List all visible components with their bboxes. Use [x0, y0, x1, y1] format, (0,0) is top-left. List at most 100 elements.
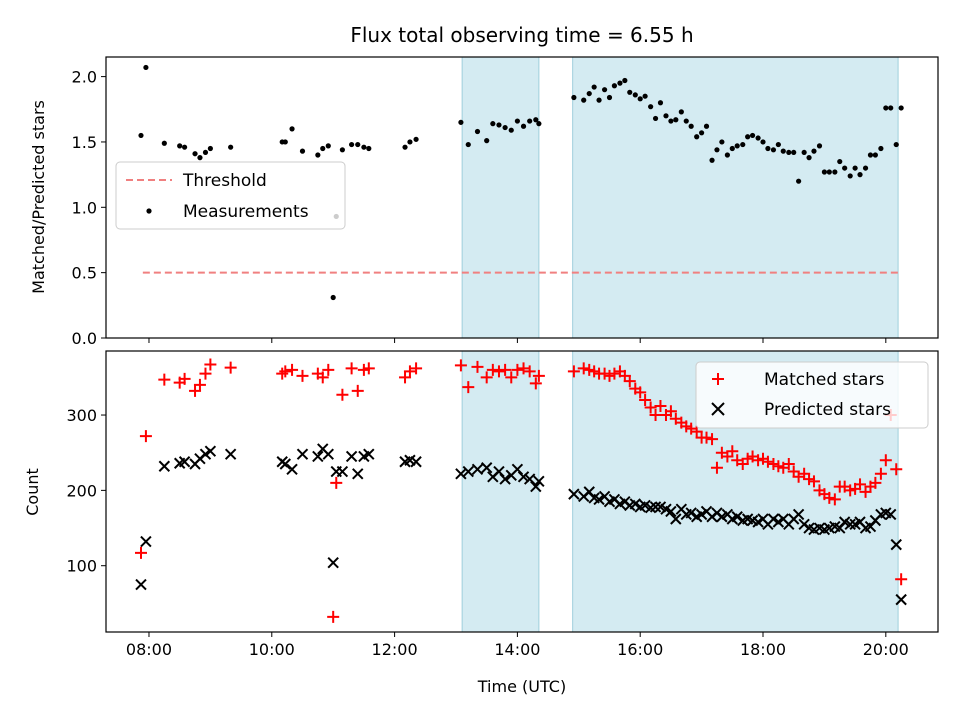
measurement-point	[709, 157, 715, 163]
predicted-star-point	[204, 445, 217, 457]
measurement-point	[407, 139, 413, 145]
measurement-point	[533, 117, 539, 123]
y-tick-label: 300	[66, 406, 97, 425]
measurement-point	[490, 121, 496, 127]
matched-star-point	[224, 361, 237, 374]
legend-measurements-label: Measurements	[183, 202, 309, 222]
legend-threshold-label: Threshold	[182, 171, 267, 191]
measurement-point	[637, 96, 643, 102]
measurement-point	[315, 152, 321, 158]
predicted-star-point	[670, 513, 682, 525]
measurement-point	[893, 141, 899, 148]
measurement-point	[642, 93, 648, 99]
measurement-point	[355, 141, 361, 148]
matched-star-point	[807, 475, 820, 488]
measurement-point	[832, 169, 838, 175]
predicted-star-point	[296, 448, 309, 460]
matched-star-point	[532, 369, 545, 382]
measurement-point	[632, 92, 638, 98]
predicted-star-point	[665, 505, 677, 518]
bottom-legend: Matched stars Predicted stars	[695, 361, 929, 429]
matched-star-point	[511, 363, 524, 376]
measurement-point	[740, 141, 746, 148]
measurement-point	[161, 140, 167, 146]
matched-star-point	[869, 476, 882, 489]
chart-title: Flux total observing time = 6.55 h	[350, 23, 693, 47]
measurement-point	[228, 144, 234, 150]
predicted-star-point	[312, 450, 324, 463]
matched-star-point	[529, 377, 542, 390]
matched-star-point	[577, 362, 590, 375]
matched-star-point	[399, 371, 412, 384]
measurement-point	[888, 105, 894, 111]
bottom-panel-y-axis: 100 200 300	[66, 406, 106, 576]
count-points	[134, 358, 908, 623]
measurement-point	[458, 119, 464, 125]
matched-star-point	[895, 573, 908, 586]
measurement-point	[872, 152, 878, 158]
measurement-point	[749, 132, 756, 139]
top-panel-x-ticks	[148, 338, 887, 343]
predicted-star-point	[685, 507, 697, 519]
measurements-points	[138, 64, 904, 301]
matched-star-point	[189, 384, 202, 397]
measurement-point	[806, 155, 812, 161]
measurement-point	[484, 138, 490, 144]
bottom-panel-frame	[105, 350, 939, 633]
predicted-star-point	[568, 488, 580, 500]
measurement-point	[197, 155, 203, 161]
matched-star-point	[499, 363, 512, 376]
predicted-star-point	[471, 463, 484, 475]
measurement-point	[694, 134, 700, 140]
measurement-point	[465, 141, 471, 148]
measurement-point	[402, 144, 408, 150]
legend-matched-swatch	[712, 373, 724, 385]
measurement-point	[770, 147, 777, 153]
y-tick-label: 2.0	[72, 68, 97, 87]
x-tick-label: 10:00	[249, 640, 295, 659]
measurement-point	[714, 147, 720, 153]
bottom-panel: 100 200 300 08:00 10:00 12:00 14:00 16:00 18:00…	[23, 350, 939, 696]
predicted-star-point	[336, 465, 349, 478]
measurement-point	[811, 148, 817, 154]
measurement-point	[617, 80, 623, 86]
measurement-point	[734, 143, 740, 149]
measurement-point	[611, 83, 618, 89]
measurement-point	[724, 152, 730, 158]
measurement-point	[765, 145, 771, 152]
y-tick-label: 0.5	[72, 264, 97, 283]
top-panel-ylabel: Matched/Predicted stars	[29, 100, 48, 294]
matched-star-point	[700, 431, 713, 444]
measurement-point	[816, 143, 823, 149]
measurement-point	[202, 149, 209, 156]
matched-star-point	[517, 362, 530, 375]
measurement-point	[791, 149, 797, 156]
measurement-point	[207, 145, 213, 152]
top-panel-y-axis: 0.0 0.5 1.0 1.5 2.0	[72, 68, 106, 348]
measurement-point	[786, 149, 792, 156]
measurement-point	[668, 118, 674, 124]
measurement-point	[413, 136, 419, 142]
matched-star-point	[322, 363, 335, 376]
measurement-point	[289, 126, 295, 132]
matched-star-point	[345, 362, 358, 375]
matched-star-point	[199, 367, 212, 380]
legend-matched-label: Matched stars	[764, 370, 884, 390]
legend-predicted-label: Predicted stars	[764, 400, 891, 420]
matched-star-point	[706, 433, 719, 446]
measurement-point	[591, 84, 597, 90]
x-tick-label: 16:00	[617, 640, 663, 659]
measurement-point	[729, 145, 735, 152]
measurement-point	[648, 104, 654, 110]
predicted-star-point	[462, 465, 474, 478]
matched-star-point	[634, 386, 647, 399]
measurement-point	[622, 77, 628, 84]
matched-star-point	[505, 371, 518, 384]
predicted-star-point	[844, 518, 856, 530]
matched-star-point	[480, 371, 493, 384]
measurement-point	[527, 118, 533, 124]
y-tick-label: 1.5	[72, 133, 97, 152]
measurement-point	[502, 124, 508, 131]
y-tick-label: 0.0	[72, 329, 97, 348]
measurement-point	[181, 144, 188, 150]
